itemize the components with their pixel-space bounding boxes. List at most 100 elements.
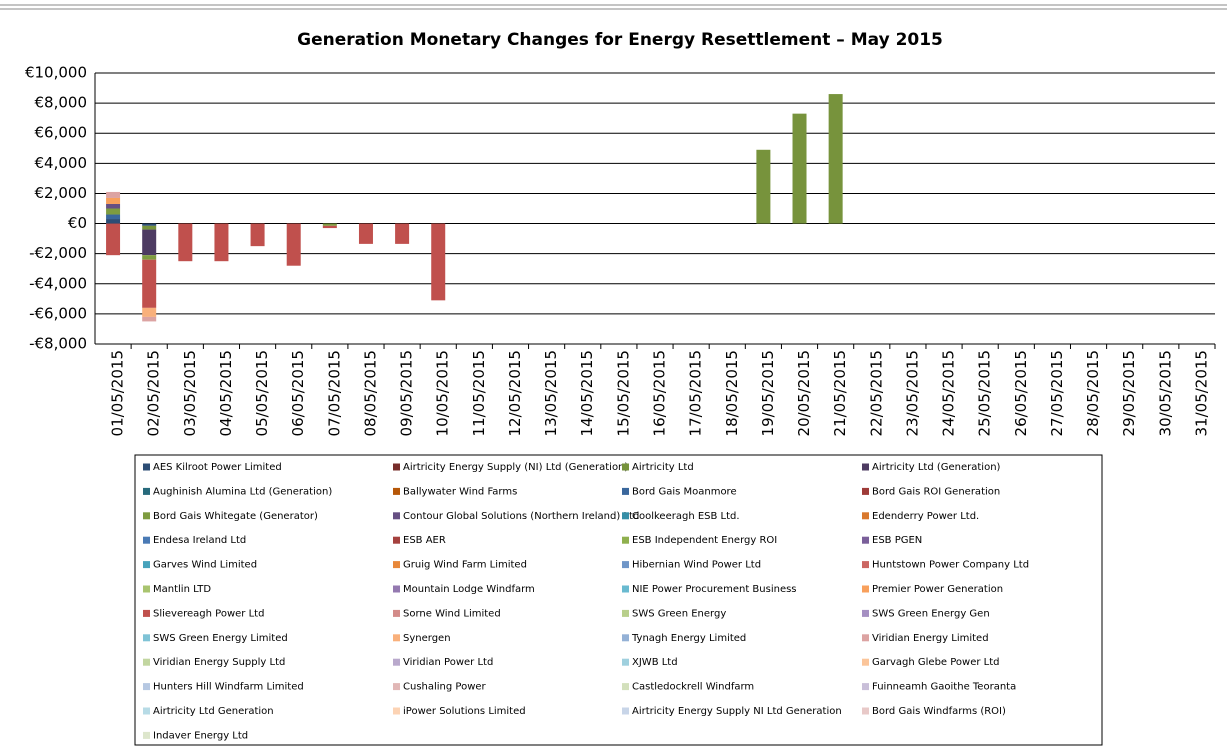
bar-segment bbox=[358, 223, 373, 244]
legend-label: Viridian Energy Limited bbox=[872, 633, 989, 644]
legend-swatch bbox=[622, 463, 629, 471]
legend-swatch bbox=[393, 683, 400, 691]
legend-swatch bbox=[622, 512, 629, 520]
legend-swatch bbox=[622, 561, 629, 569]
legend-swatch bbox=[622, 707, 629, 715]
legend-swatch bbox=[393, 609, 400, 617]
bar-segment bbox=[395, 223, 410, 244]
legend-swatch bbox=[862, 634, 869, 642]
legend-label: NIE Power Procurement Business bbox=[632, 584, 797, 595]
x-tick-label: 19/05/2015 bbox=[759, 350, 777, 436]
legend-label: SWS Green Energy bbox=[632, 608, 726, 619]
legend-swatch bbox=[393, 463, 400, 471]
legend-label: Aughinish Alumina Ltd (Generation) bbox=[153, 486, 332, 497]
legend-label: iPower Solutions Limited bbox=[403, 706, 526, 717]
legend-label: Castledockrell Windfarm bbox=[632, 682, 754, 693]
bar-segment bbox=[214, 223, 229, 262]
legend-label: Coolkeeragh ESB Ltd. bbox=[632, 511, 740, 522]
y-tick-label: -€8,000 bbox=[29, 335, 87, 353]
legend-label: Hunters Hill Windfarm Limited bbox=[153, 682, 304, 693]
x-tick-label: 23/05/2015 bbox=[903, 350, 921, 436]
x-tick-label: 13/05/2015 bbox=[542, 350, 560, 436]
bar-segment bbox=[828, 94, 843, 224]
bar-segment bbox=[106, 208, 121, 215]
bar-segment bbox=[106, 214, 121, 220]
legend-label: Airtricity Ltd Generation bbox=[153, 706, 274, 717]
legend-swatch bbox=[143, 609, 150, 617]
x-tick-label: 22/05/2015 bbox=[867, 350, 885, 436]
bar-segment bbox=[142, 229, 157, 256]
x-tick-label: 29/05/2015 bbox=[1120, 350, 1138, 436]
legend-swatch bbox=[393, 634, 400, 642]
x-tick-label: 28/05/2015 bbox=[1084, 350, 1102, 436]
x-tick-label: 30/05/2015 bbox=[1156, 350, 1174, 436]
legend-label: Tynagh Energy Limited bbox=[631, 633, 746, 644]
legend-label: Premier Power Generation bbox=[872, 584, 1003, 595]
x-tick-label: 06/05/2015 bbox=[289, 350, 307, 436]
y-tick-label: €6,000 bbox=[35, 124, 88, 142]
bar-segment bbox=[431, 223, 446, 301]
legend-swatch bbox=[393, 536, 400, 544]
legend-label: ESB AER bbox=[403, 535, 446, 546]
legend-label: Indaver Energy Ltd bbox=[153, 730, 248, 741]
x-tick-label: 24/05/2015 bbox=[940, 350, 958, 436]
legend-label: Ballywater Wind Farms bbox=[403, 486, 517, 497]
legend-swatch bbox=[143, 512, 150, 520]
x-tick-label: 03/05/2015 bbox=[181, 350, 199, 436]
x-tick-label: 02/05/2015 bbox=[145, 350, 163, 436]
legend-label: Sorne Wind Limited bbox=[403, 608, 501, 619]
x-tick-label: 18/05/2015 bbox=[723, 350, 741, 436]
legend-swatch bbox=[862, 487, 869, 495]
legend-swatch bbox=[862, 609, 869, 617]
legend-swatch bbox=[862, 707, 869, 715]
y-tick-label: -€2,000 bbox=[29, 244, 87, 262]
legend-label: Viridian Power Ltd bbox=[403, 657, 493, 668]
legend-label: Mantlin LTD bbox=[153, 584, 211, 595]
legend-label: Endesa Ireland Ltd bbox=[153, 535, 246, 546]
legend-swatch bbox=[622, 536, 629, 544]
legend-swatch bbox=[862, 683, 869, 691]
bar-segment bbox=[142, 255, 157, 260]
legend-label: Huntstown Power Company Ltd bbox=[872, 560, 1029, 571]
x-tick-label: 14/05/2015 bbox=[578, 350, 596, 436]
legend-label: ESB PGEN bbox=[872, 535, 922, 546]
legend-swatch bbox=[862, 463, 869, 471]
legend-swatch bbox=[143, 561, 150, 569]
x-tick-label: 25/05/2015 bbox=[976, 350, 994, 436]
legend-swatch bbox=[143, 658, 150, 666]
x-tick-label: 07/05/2015 bbox=[325, 350, 343, 436]
legend-swatch bbox=[862, 585, 869, 593]
legend-swatch bbox=[143, 487, 150, 495]
bar-segment bbox=[142, 307, 157, 317]
legend-label: Airtricity Energy Supply (NI) Ltd (Gener… bbox=[403, 462, 628, 473]
legend-label: Cushaling Power bbox=[403, 682, 487, 693]
legend-swatch bbox=[143, 585, 150, 593]
legend-label: Synergen bbox=[403, 633, 451, 644]
legend-swatch bbox=[143, 731, 150, 739]
bar-segment bbox=[106, 223, 121, 256]
legend-label: Garves Wind Limited bbox=[153, 560, 257, 571]
legend-label: Viridian Energy Supply Ltd bbox=[153, 657, 285, 668]
y-tick-label: €4,000 bbox=[35, 154, 88, 172]
legend-swatch bbox=[143, 707, 150, 715]
bar-segment bbox=[142, 225, 157, 230]
y-tick-label: €0 bbox=[68, 214, 87, 232]
x-tick-label: 31/05/2015 bbox=[1192, 350, 1210, 436]
legend-label: Airtricity Energy Supply NI Ltd Generati… bbox=[632, 706, 842, 717]
legend-swatch bbox=[622, 609, 629, 617]
legend-swatch bbox=[393, 658, 400, 666]
x-tick-label: 11/05/2015 bbox=[470, 350, 488, 436]
legend-label: SWS Green Energy Limited bbox=[153, 633, 288, 644]
x-tick-label: 01/05/2015 bbox=[109, 350, 127, 436]
legend-label: ESB Independent Energy ROI bbox=[632, 535, 777, 546]
bar-segment bbox=[756, 149, 771, 224]
legend-label: Garvagh Glebe Power Ltd bbox=[872, 657, 1000, 668]
legend-swatch bbox=[393, 585, 400, 593]
x-tick-label: 20/05/2015 bbox=[795, 350, 813, 436]
legend-swatch bbox=[862, 658, 869, 666]
legend-label: Gruig Wind Farm Limited bbox=[403, 560, 527, 571]
legend-box bbox=[134, 454, 1103, 746]
legend-swatch bbox=[143, 536, 150, 544]
y-tick-label: €8,000 bbox=[35, 94, 88, 112]
x-tick-label: 04/05/2015 bbox=[217, 350, 235, 436]
